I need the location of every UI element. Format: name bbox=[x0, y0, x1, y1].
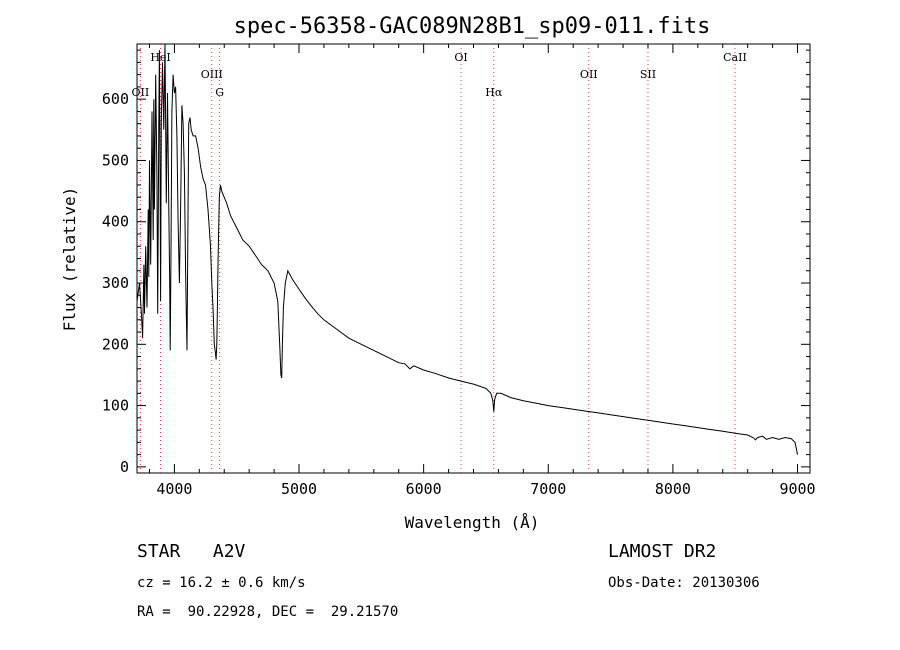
redshift-readout: cz = 16.2 ± 0.6 km/s bbox=[137, 575, 306, 591]
survey-name: LAMOST DR2 bbox=[608, 541, 717, 562]
coordinates-readout: RA = 90.22928, DEC = 29.21570 bbox=[137, 604, 399, 620]
y-tick-label: 100 bbox=[102, 397, 129, 415]
y-tick-label: 0 bbox=[120, 458, 129, 476]
chart-title: spec-56358-GAC089N28B1_sp09-011.fits bbox=[234, 14, 711, 39]
spectral-line-label: CaII bbox=[723, 51, 747, 64]
y-tick-label: 500 bbox=[102, 151, 129, 169]
axis-ticks: 4000 5000 6000 7000 8000 9000 0 100 200 300 400 500… bbox=[102, 44, 816, 498]
spectral-line-label: OII bbox=[132, 86, 150, 99]
spectral-line-label: Hα bbox=[485, 86, 503, 99]
y-tick-label: 600 bbox=[102, 90, 129, 108]
x-tick-label: 5000 bbox=[281, 480, 317, 498]
spectral-line-markers: OII HeI OIII G OI Hα OII SII CaII bbox=[132, 44, 747, 473]
object-class: STAR A2V bbox=[137, 541, 246, 562]
spectrum-line bbox=[136, 43, 798, 455]
x-tick-label: 6000 bbox=[406, 480, 442, 498]
x-tick-label: 9000 bbox=[779, 480, 815, 498]
x-tick-label: 4000 bbox=[156, 480, 192, 498]
y-tick-label: 200 bbox=[102, 335, 129, 353]
spectral-line-label: OI bbox=[454, 51, 467, 64]
x-axis-label: Wavelength (Å) bbox=[405, 513, 540, 532]
plot-frame bbox=[136, 43, 811, 474]
x-tick-label: 7000 bbox=[530, 480, 566, 498]
observation-date: Obs-Date: 20130306 bbox=[608, 575, 760, 591]
y-tick-label: 300 bbox=[102, 274, 129, 292]
spectral-line-label: SII bbox=[640, 68, 656, 81]
spectral-line-label: HeI bbox=[150, 51, 170, 64]
y-tick-label: 400 bbox=[102, 213, 129, 231]
spectral-line-label: OII bbox=[580, 68, 598, 81]
y-axis-label: Flux (relative) bbox=[60, 187, 79, 332]
spectral-line-label: OIII bbox=[201, 68, 223, 81]
x-tick-label: 8000 bbox=[655, 480, 691, 498]
spectral-line-label: G bbox=[215, 86, 224, 99]
